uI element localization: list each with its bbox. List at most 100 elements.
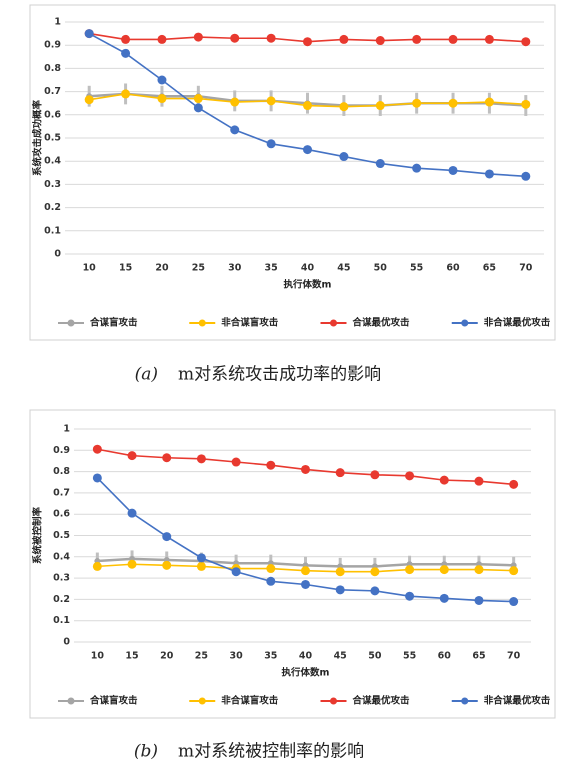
legend-label: 非合谋最优攻击	[484, 695, 551, 707]
data-point	[412, 34, 422, 44]
data-point	[375, 36, 385, 46]
y-tick-label: 0.3	[44, 179, 61, 190]
x-tick-label: 70	[519, 263, 533, 274]
data-point	[370, 586, 380, 596]
data-point	[375, 159, 385, 169]
x-tick-label: 35	[264, 651, 277, 662]
data-point	[92, 444, 102, 454]
data-point	[509, 479, 519, 489]
x-tick-label: 40	[301, 263, 315, 274]
data-point	[193, 32, 203, 42]
y-axis-label: 系统攻击成功概率	[32, 100, 44, 177]
y-tick-label: 0.2	[44, 202, 61, 213]
data-point	[121, 34, 131, 44]
x-tick-label: 55	[410, 263, 423, 274]
data-point	[127, 508, 137, 518]
y-tick-label: 0.7	[44, 86, 61, 97]
y-tick-label: 0.1	[44, 225, 61, 236]
caption-label: (a)	[135, 365, 158, 385]
data-point	[335, 468, 345, 478]
y-tick-label: 0.6	[53, 509, 70, 520]
data-point	[303, 101, 312, 111]
data-point	[405, 591, 415, 601]
x-tick-label: 60	[446, 263, 460, 274]
legend-marker	[67, 319, 75, 327]
data-point	[266, 96, 276, 106]
y-tick-label: 0.6	[44, 109, 61, 120]
x-tick-label: 15	[125, 651, 138, 662]
y-tick-label: 0.7	[53, 487, 70, 498]
caption: m对系统被控制率的影响	[178, 742, 364, 762]
data-point	[127, 451, 137, 461]
data-point	[266, 460, 276, 470]
data-point	[92, 473, 102, 483]
data-point	[375, 101, 385, 111]
x-tick-label: 35	[264, 263, 277, 274]
data-point	[301, 464, 310, 474]
x-tick-label: 70	[507, 651, 521, 662]
legend-label: 非合谋盲攻击	[221, 695, 279, 707]
y-tick-label: 0.8	[53, 466, 70, 477]
data-point	[157, 34, 167, 44]
data-point	[405, 471, 415, 481]
legend-label: 合谋盲攻击	[90, 317, 138, 329]
data-point	[448, 34, 458, 44]
data-point	[484, 169, 494, 179]
legend-label: 非合谋盲攻击	[221, 317, 279, 329]
legend-marker	[67, 697, 75, 705]
y-tick-label: 0	[54, 249, 61, 260]
data-point	[439, 565, 449, 575]
data-point	[92, 561, 102, 571]
data-point	[509, 597, 519, 607]
data-point	[339, 152, 349, 162]
data-point	[474, 595, 484, 605]
legend-label: 合谋最优攻击	[353, 695, 411, 707]
data-point	[193, 103, 203, 113]
data-point	[84, 95, 94, 105]
data-point	[439, 593, 449, 603]
x-tick-label: 30	[228, 263, 242, 274]
data-point	[439, 475, 449, 485]
y-tick-label: 0.5	[53, 530, 70, 541]
data-point	[121, 48, 131, 58]
data-point	[405, 565, 415, 575]
data-point	[266, 576, 276, 586]
data-point	[266, 564, 276, 574]
legend-label: 合谋盲攻击	[90, 695, 138, 707]
data-point	[474, 476, 484, 486]
data-point	[335, 585, 345, 595]
data-point	[121, 89, 131, 99]
legend-marker	[330, 319, 337, 327]
x-tick-label: 65	[472, 651, 485, 662]
data-point	[196, 454, 206, 464]
data-point	[509, 566, 519, 576]
y-tick-label: 0.2	[53, 594, 70, 605]
data-point	[231, 567, 241, 577]
data-point	[448, 98, 458, 108]
data-point	[370, 567, 380, 577]
caption-label: (b)	[134, 742, 158, 762]
y-axis-label: 系统被控制率	[32, 507, 44, 565]
data-point	[157, 94, 167, 104]
data-point	[484, 97, 494, 107]
legend-marker	[198, 319, 206, 327]
data-point	[339, 102, 349, 112]
data-point	[196, 561, 206, 571]
data-point	[231, 457, 241, 467]
data-point	[474, 565, 484, 575]
data-point	[412, 163, 422, 173]
data-point	[521, 171, 531, 181]
data-point	[484, 34, 494, 44]
legend-marker	[198, 697, 206, 705]
data-point	[370, 470, 380, 480]
y-tick-label: 0.4	[53, 551, 70, 562]
x-tick-label: 45	[334, 651, 347, 662]
x-tick-label: 55	[403, 651, 416, 662]
data-point	[521, 99, 531, 109]
data-point	[448, 165, 458, 175]
data-point	[301, 566, 310, 576]
data-point	[162, 532, 172, 542]
y-tick-label: 0.9	[44, 40, 61, 51]
data-point	[335, 567, 345, 577]
